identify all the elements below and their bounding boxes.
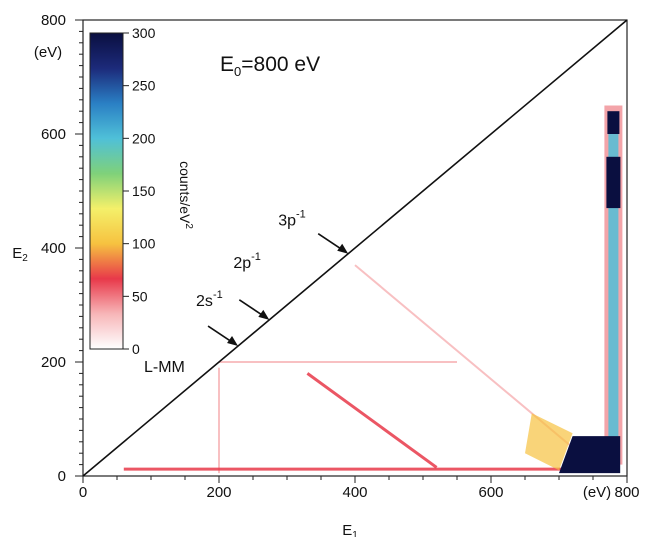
colorbar bbox=[89, 32, 124, 350]
x-tick-label: 600 bbox=[478, 484, 503, 501]
annotation-label-2p: 2p-1 bbox=[233, 251, 261, 272]
y-axis-unit: (eV) bbox=[34, 44, 62, 61]
x-axis-ticks: 0 200 400 600 800 bbox=[79, 476, 640, 501]
feature-vertical-column-780-hot bbox=[606, 156, 621, 209]
colorbar-ticks: 0 50 100 150 200 250 300 bbox=[123, 25, 156, 357]
annotation-arrowhead-2s bbox=[227, 336, 239, 347]
feature-hot-corner-halo bbox=[525, 413, 573, 471]
x-axis-label: E1 bbox=[342, 522, 358, 537]
y-tick-label: 600 bbox=[41, 126, 66, 143]
annotation-arrowhead-2p bbox=[258, 309, 270, 320]
colorbar-tick-label: 150 bbox=[132, 183, 156, 199]
annotation-arrowhead-3p bbox=[337, 243, 349, 254]
diagonal-line bbox=[82, 19, 628, 477]
y-tick-label: 0 bbox=[58, 468, 66, 485]
colorbar-tick-label: 50 bbox=[132, 288, 148, 304]
feature-hot-corner bbox=[559, 436, 621, 474]
y-axis-label: E2 bbox=[12, 245, 28, 264]
feature-diagonal-2 bbox=[306, 372, 438, 469]
colorbar-tick-label: 0 bbox=[132, 341, 140, 357]
x-tick-label: 200 bbox=[206, 484, 231, 501]
colorbar-tick-label: 300 bbox=[132, 25, 156, 41]
y-tick-label: 200 bbox=[41, 354, 66, 371]
colorbar-label: counts/eV2 bbox=[177, 161, 194, 229]
y-tick-label: 800 bbox=[41, 12, 66, 29]
colorbar-tick-label: 250 bbox=[132, 78, 156, 94]
y-tick-label: 400 bbox=[41, 240, 66, 257]
annotation-label-lmm: L-MM bbox=[144, 359, 185, 376]
feature-vertical-column-780-core bbox=[608, 125, 619, 455]
x-tick-label: 800 bbox=[614, 484, 639, 501]
feature-vertical-column-780-hot2 bbox=[607, 111, 620, 134]
chart-title: E0=800 eV bbox=[220, 53, 320, 79]
heatmap-features bbox=[123, 105, 623, 474]
annotation-label-3p: 3p-1 bbox=[278, 209, 306, 230]
x-tick-label: 400 bbox=[342, 484, 367, 501]
y-axis-ticks: 0 200 400 600 800 bbox=[41, 12, 83, 485]
colorbar-tick-label: 100 bbox=[132, 236, 156, 252]
annotations: L-MM 2s-1 2p-1 3p-1 bbox=[144, 209, 349, 376]
annotation-label-2s: 2s-1 bbox=[196, 289, 223, 310]
x-tick-label: 0 bbox=[79, 484, 87, 501]
x-axis-unit: (eV) bbox=[583, 484, 611, 501]
colorbar-tick-label: 200 bbox=[132, 130, 156, 146]
